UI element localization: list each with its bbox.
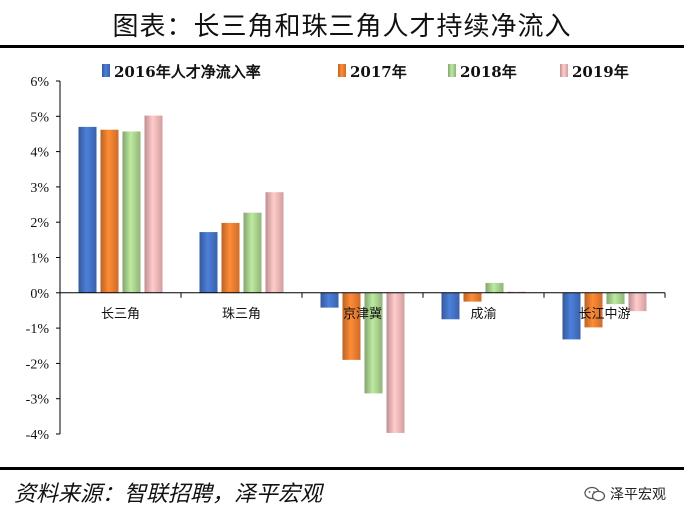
x-tick-label: 长江中游	[578, 307, 630, 322]
bar-3-2	[243, 212, 262, 293]
bar-1-1	[78, 126, 97, 293]
x-tick-label: 长三角	[101, 307, 140, 322]
chart-title: 图表：长三角和珠三角人才持续净流入	[112, 12, 572, 42]
x-tick-label: 成渝	[470, 306, 496, 322]
bar-1-5	[562, 292, 581, 340]
x-axis: 长三角 珠三角 京津冀 成渝 长江中游	[59, 292, 666, 322]
bar-1-2	[199, 232, 218, 293]
y-tick-label: -4%	[26, 428, 50, 443]
bar-4-3	[386, 292, 405, 433]
bar-3-4	[485, 282, 504, 293]
bar-2-5	[584, 292, 603, 328]
bar-2-1	[100, 129, 119, 293]
bar-2-2	[221, 222, 240, 293]
wechat-icon	[584, 486, 606, 502]
x-tick-label: 珠三角	[222, 307, 261, 322]
legend-label-3: 2018年	[460, 63, 517, 81]
header-rule	[0, 45, 684, 48]
bar-1-3	[320, 292, 339, 308]
legend-swatch-2	[338, 64, 346, 77]
legend-label-2: 2017年	[350, 63, 407, 81]
bar-3-3	[364, 292, 383, 394]
bar-1-4	[441, 292, 460, 320]
legend-swatch-4	[560, 64, 568, 77]
source-note: 资料来源：智联招聘，泽平宏观	[14, 482, 323, 507]
legend-swatch-1	[102, 64, 110, 77]
y-tick-label: -2%	[26, 357, 50, 372]
bar-4-2	[265, 192, 284, 293]
y-tick-label: 1%	[30, 252, 49, 267]
bar-4-1	[144, 115, 163, 293]
y-tick-label: 4%	[30, 146, 49, 161]
brand-mark: 泽平宏观	[584, 484, 666, 504]
brand-label: 泽平宏观	[610, 487, 666, 503]
bar-chart: 2016年人才净流入率 2017年 2018年 2019年 6% 5% 4% 3% 2% 1% 0…	[26, 63, 666, 443]
y-tick-label: 5%	[30, 110, 49, 125]
y-tick-label: 0%	[30, 287, 49, 302]
bar-4-5	[628, 292, 647, 312]
bar-2-4	[463, 292, 482, 302]
footer-rule	[0, 467, 684, 470]
y-tick-label: -1%	[26, 322, 50, 337]
x-tick-label: 京津冀	[343, 306, 382, 322]
bars-group	[78, 115, 647, 433]
bar-4-4	[507, 291, 526, 293]
y-tick-label: 2%	[30, 216, 49, 231]
legend-label-4: 2019年	[572, 63, 629, 81]
y-tick-label: 3%	[30, 181, 49, 196]
y-tick-label: 6%	[30, 75, 49, 90]
chart-legend: 2016年人才净流入率 2017年 2018年 2019年	[102, 63, 629, 81]
bar-3-1	[122, 131, 141, 293]
legend-swatch-3	[448, 64, 456, 77]
legend-label-1: 2016年人才净流入率	[114, 63, 261, 81]
y-axis: 6% 5% 4% 3% 2% 1% 0% -1% -2% -3% -4%	[26, 75, 61, 443]
bar-2-3	[342, 292, 361, 360]
bar-3-5	[606, 292, 625, 305]
y-tick-label: -3%	[26, 393, 50, 408]
